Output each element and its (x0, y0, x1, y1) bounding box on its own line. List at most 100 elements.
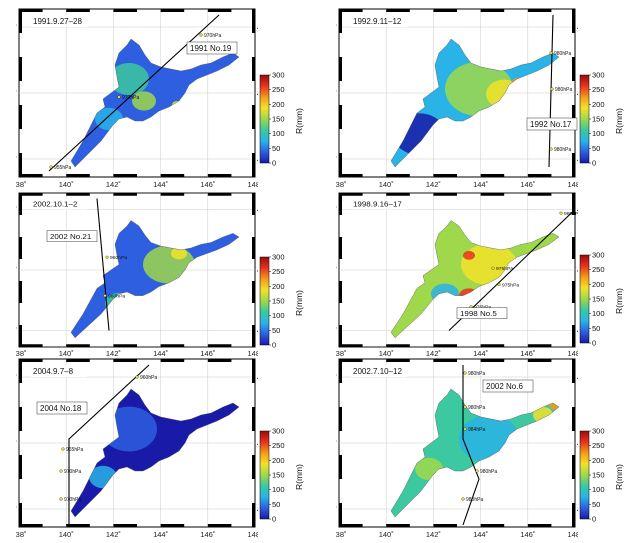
lon-label: 148˚ (567, 349, 578, 358)
lon-label: 138˚ (16, 349, 27, 358)
lon-label: 144˚ (153, 349, 168, 358)
track-point (117, 95, 121, 99)
lat-label: 44˚ (336, 89, 337, 98)
colorbar-tick: 0 (272, 341, 276, 350)
lon-label: 138˚ (16, 180, 27, 188)
lon-label: 146˚ (200, 349, 215, 358)
lat-label: 42˚ (336, 155, 337, 164)
colorbar-tick: 100 (272, 311, 285, 320)
colorbar-gradient (259, 74, 270, 164)
lon-label: 140˚ (59, 180, 74, 188)
lon-label: 138˚ (16, 530, 27, 538)
lon-label: 146˚ (200, 180, 215, 188)
typhoon-label-box (46, 230, 98, 242)
date-label: 2004.9.7–8 (33, 367, 74, 376)
colorbar-tick: 100 (272, 485, 285, 494)
pressure-label: 980hPa (554, 147, 571, 153)
colorbar-tick: 100 (592, 309, 605, 318)
colorbar-label: R(mm) (614, 464, 624, 490)
track-point (475, 469, 479, 473)
colorbar-tick: 200 (592, 280, 605, 289)
date-label: 2002.10.1–2 (33, 200, 77, 209)
colorbar-tick: 150 (592, 471, 605, 480)
colorbar-tick: 50 (592, 324, 600, 333)
typhoon-label: 1998 No.5 (460, 309, 497, 318)
colorbar-tick: 0 (272, 159, 276, 168)
lon-label: 138˚ (336, 180, 347, 188)
track-point (463, 405, 467, 409)
colorbar-tick: 250 (592, 85, 605, 94)
lon-label: 148˚ (247, 530, 258, 538)
typhoon-label-box (526, 117, 578, 131)
pressure-label: 965hPa (66, 447, 83, 453)
lat-label: 46˚ (336, 23, 337, 32)
typhoon-label-box (186, 41, 238, 55)
colorbar-tick: 200 (592, 456, 605, 465)
typhoon-label-box (482, 379, 534, 393)
typhoon-track (96, 198, 110, 331)
colorbar-tick: 150 (272, 297, 285, 306)
pressure-label: 955hPa (54, 165, 71, 171)
lat-label: 42˚ (16, 505, 17, 514)
pressure-label: 975hPa (496, 266, 514, 272)
lon-label: 144˚ (153, 180, 168, 188)
typhoon-track (548, 14, 554, 168)
colorbar-label: R(mm) (294, 108, 304, 134)
colorbar-tick: 50 (592, 500, 600, 509)
colorbar-gradient (579, 254, 590, 344)
date-label: 1992.9.11–12 (353, 17, 402, 26)
pressure-label: 980hPa (564, 211, 578, 217)
colorbar-gradient (579, 430, 590, 520)
date-label: 2002.7.10–12 (353, 367, 402, 376)
colorbar: 300 250 200 150 100 50 0 R(mm) (258, 427, 308, 529)
track-point (103, 294, 107, 298)
lon-label: 148˚ (247, 180, 258, 188)
typhoon-label-box (456, 307, 508, 319)
lat-label: 46˚ (577, 23, 578, 32)
colorbar-label: R(mm) (614, 108, 624, 134)
date-label: 1991.9.27–28 (33, 17, 82, 26)
colorbar-tick: 300 (592, 72, 605, 80)
pressure-label: 980hPa (468, 405, 485, 411)
map-panel-2002b: 980hPa 980hPa 984hPa 980hPa 980hPa 2002.7.10–… (326, 356, 588, 543)
colorbar-tick: 150 (592, 115, 605, 124)
lat-label: 46˚ (16, 373, 17, 382)
track-point (61, 447, 65, 451)
lat-label: 46˚ (257, 23, 258, 32)
lon-label: 138˚ (336, 530, 347, 538)
colorbar-tick: 100 (272, 129, 285, 138)
pressure-label: 970hPa (122, 95, 139, 101)
track-point (491, 266, 495, 270)
track-point (59, 469, 63, 473)
typhoon-track (68, 364, 150, 524)
lon-label: 140˚ (379, 530, 394, 538)
colorbar-tick: 250 (272, 267, 285, 276)
lon-label: 142˚ (106, 530, 121, 538)
lon-label: 140˚ (379, 349, 394, 358)
lon-label: 140˚ (59, 349, 74, 358)
pressure-label: 975hPa (502, 283, 520, 289)
colorbar-tick: 50 (592, 144, 600, 153)
colorbar-tick: 150 (592, 295, 605, 304)
typhoon-label: 2004 No.18 (40, 404, 82, 413)
colorbar-tick: 200 (272, 282, 285, 291)
colorbar-tick: 300 (272, 254, 285, 262)
pressure-label: 980hPa (466, 497, 483, 503)
rainfall-map: 960hPa 960hPa 2002.10.1–2 2002 No.21 46˚ 46˚ 4… (6, 192, 268, 358)
colorbar-gradient (579, 74, 590, 164)
colorbar: 300 250 200 150 100 50 0 R(mm) (578, 251, 628, 353)
lon-label: 144˚ (473, 530, 488, 538)
track-point (59, 497, 63, 501)
lat-label: 46˚ (257, 206, 258, 215)
track-point (463, 427, 467, 431)
colorbar-label: R(mm) (614, 288, 624, 314)
colorbar: 300 250 200 150 100 50 0 R(mm) (578, 427, 628, 529)
date-label: 1998.9.16–17 (353, 200, 402, 209)
colorbar-tick: 300 (272, 72, 285, 80)
colorbar-tick: 250 (592, 265, 605, 274)
colorbar-gradient (259, 256, 270, 346)
lon-label: 148˚ (567, 180, 578, 188)
colorbar: 300 250 200 150 100 50 0 R(mm) (258, 71, 308, 173)
track-point (559, 211, 563, 215)
lon-label: 148˚ (247, 349, 258, 358)
